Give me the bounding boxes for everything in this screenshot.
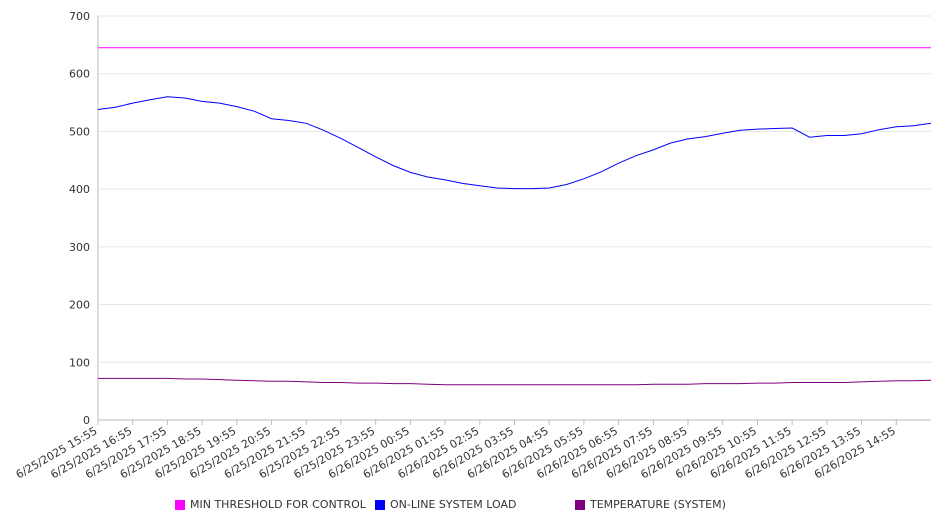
legend-swatch bbox=[175, 499, 185, 510]
y-tick-label: 0 bbox=[83, 414, 90, 427]
legend-item-system-load[interactable]: ON-LINE SYSTEM LOAD bbox=[375, 498, 516, 511]
legend-label: TEMPERATURE (SYSTEM) bbox=[590, 498, 726, 511]
y-tick-label: 200 bbox=[69, 299, 90, 312]
y-tick-label: 300 bbox=[69, 241, 90, 254]
grid-lines bbox=[98, 15, 931, 421]
legend-item-temperature[interactable]: TEMPERATURE (SYSTEM) bbox=[575, 498, 726, 511]
x-axis: 6/25/2025 15:556/25/2025 16:556/25/2025 … bbox=[14, 420, 898, 481]
y-tick-label: 100 bbox=[69, 356, 90, 369]
series-line-on-line-system-load bbox=[97, 96, 932, 190]
y-tick-label: 400 bbox=[69, 183, 90, 196]
series-lines bbox=[97, 47, 932, 386]
legend-item-min-threshold[interactable]: MIN THRESHOLD FOR CONTROL bbox=[175, 498, 366, 511]
y-tick-label: 700 bbox=[69, 10, 90, 23]
y-tick-label: 600 bbox=[69, 68, 90, 81]
legend-swatch bbox=[375, 499, 385, 510]
legend-swatch bbox=[575, 499, 585, 510]
legend-label: MIN THRESHOLD FOR CONTROL bbox=[190, 498, 366, 511]
series-line-temperature-system bbox=[98, 377, 932, 386]
legend: MIN THRESHOLD FOR CONTROL ON-LINE SYSTEM… bbox=[0, 498, 946, 514]
legend-label: ON-LINE SYSTEM LOAD bbox=[390, 498, 517, 511]
y-tick-label: 500 bbox=[69, 125, 90, 138]
y-axis: 0 100 200 300 400 500 600 700 bbox=[69, 10, 99, 427]
